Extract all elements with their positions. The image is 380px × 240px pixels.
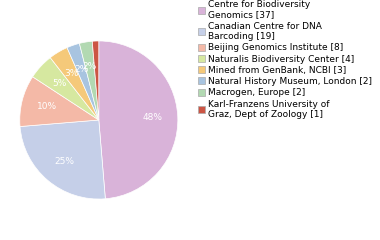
Wedge shape <box>33 58 99 120</box>
Text: 2%: 2% <box>83 62 97 72</box>
Wedge shape <box>20 120 105 199</box>
Wedge shape <box>99 41 178 199</box>
Wedge shape <box>92 41 99 120</box>
Legend: Centre for Biodiversity
Genomics [37], Canadian Centre for DNA
Barcoding [19], B: Centre for Biodiversity Genomics [37], C… <box>198 0 372 119</box>
Text: 5%: 5% <box>52 79 66 88</box>
Text: 10%: 10% <box>36 102 57 111</box>
Wedge shape <box>20 77 99 126</box>
Text: 2%: 2% <box>74 65 89 74</box>
Wedge shape <box>79 41 99 120</box>
Wedge shape <box>67 43 99 120</box>
Text: 25%: 25% <box>54 156 74 166</box>
Text: 48%: 48% <box>142 113 163 122</box>
Wedge shape <box>50 48 99 120</box>
Text: 3%: 3% <box>64 69 79 78</box>
